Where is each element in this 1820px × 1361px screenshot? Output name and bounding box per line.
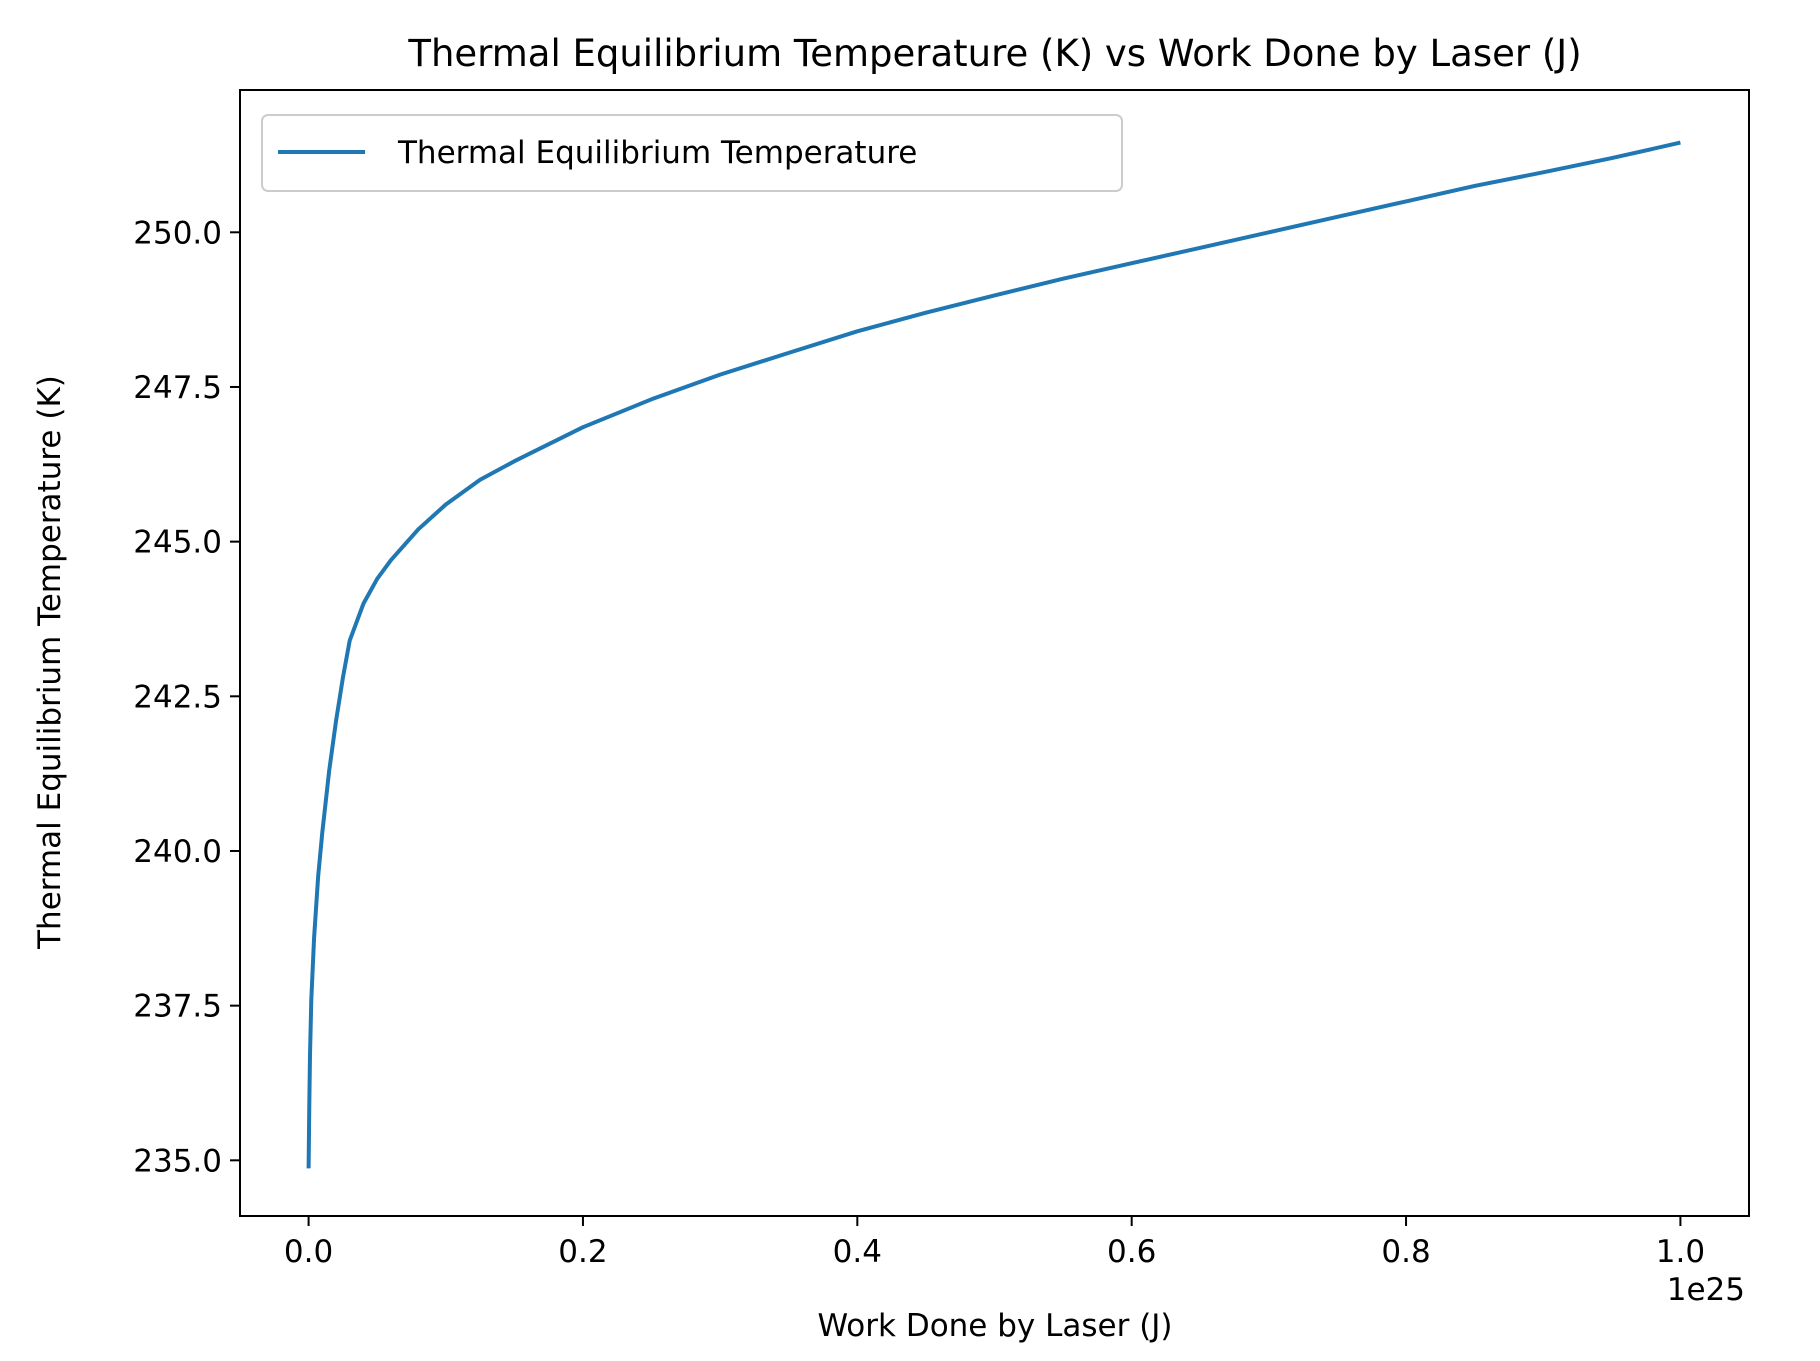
- x-ticks: 0.0 0.2 0.4 0.6 0.8 1.0: [284, 1216, 1705, 1270]
- axes-frame: [239, 89, 1750, 1217]
- y-axis-label: Thermal Equilibrium Temperature (K): [32, 375, 68, 950]
- y-tick-label: 235.0: [133, 1143, 222, 1179]
- series-line-thermal-equilibrium-temperature: [306, 140, 1681, 1169]
- x-tick-label: 0.0: [284, 1234, 333, 1270]
- y-tick-label: 245.0: [133, 525, 222, 561]
- chart-title: Thermal Equilibrium Temperature (K) vs W…: [407, 32, 1581, 75]
- legend: Thermal Equilibrium Temperature: [261, 114, 1123, 192]
- x-tick-label: 0.8: [1381, 1234, 1430, 1270]
- y-tick-label: 242.5: [133, 679, 222, 715]
- x-tick-label: 0.6: [1107, 1234, 1156, 1270]
- x-axis-label: Work Done by Laser (J): [817, 1308, 1172, 1344]
- y-tick-label: 247.5: [133, 370, 222, 406]
- y-tick-label: 240.0: [133, 834, 222, 870]
- x-tick-label: 0.2: [558, 1234, 607, 1270]
- x-tick-label: 0.4: [833, 1234, 882, 1270]
- series-layer: [306, 140, 1681, 1169]
- y-ticks: 235.0 237.5 240.0 242.5 245.0 247.5 250.0: [133, 215, 240, 1179]
- y-tick-label: 250.0: [133, 215, 222, 251]
- legend-label: Thermal Equilibrium Temperature: [397, 135, 917, 171]
- x-axis-offset-text: 1e25: [1667, 1272, 1745, 1308]
- x-tick-label: 1.0: [1656, 1234, 1705, 1270]
- y-tick-label: 237.5: [133, 989, 222, 1025]
- legend-box: [261, 114, 1123, 192]
